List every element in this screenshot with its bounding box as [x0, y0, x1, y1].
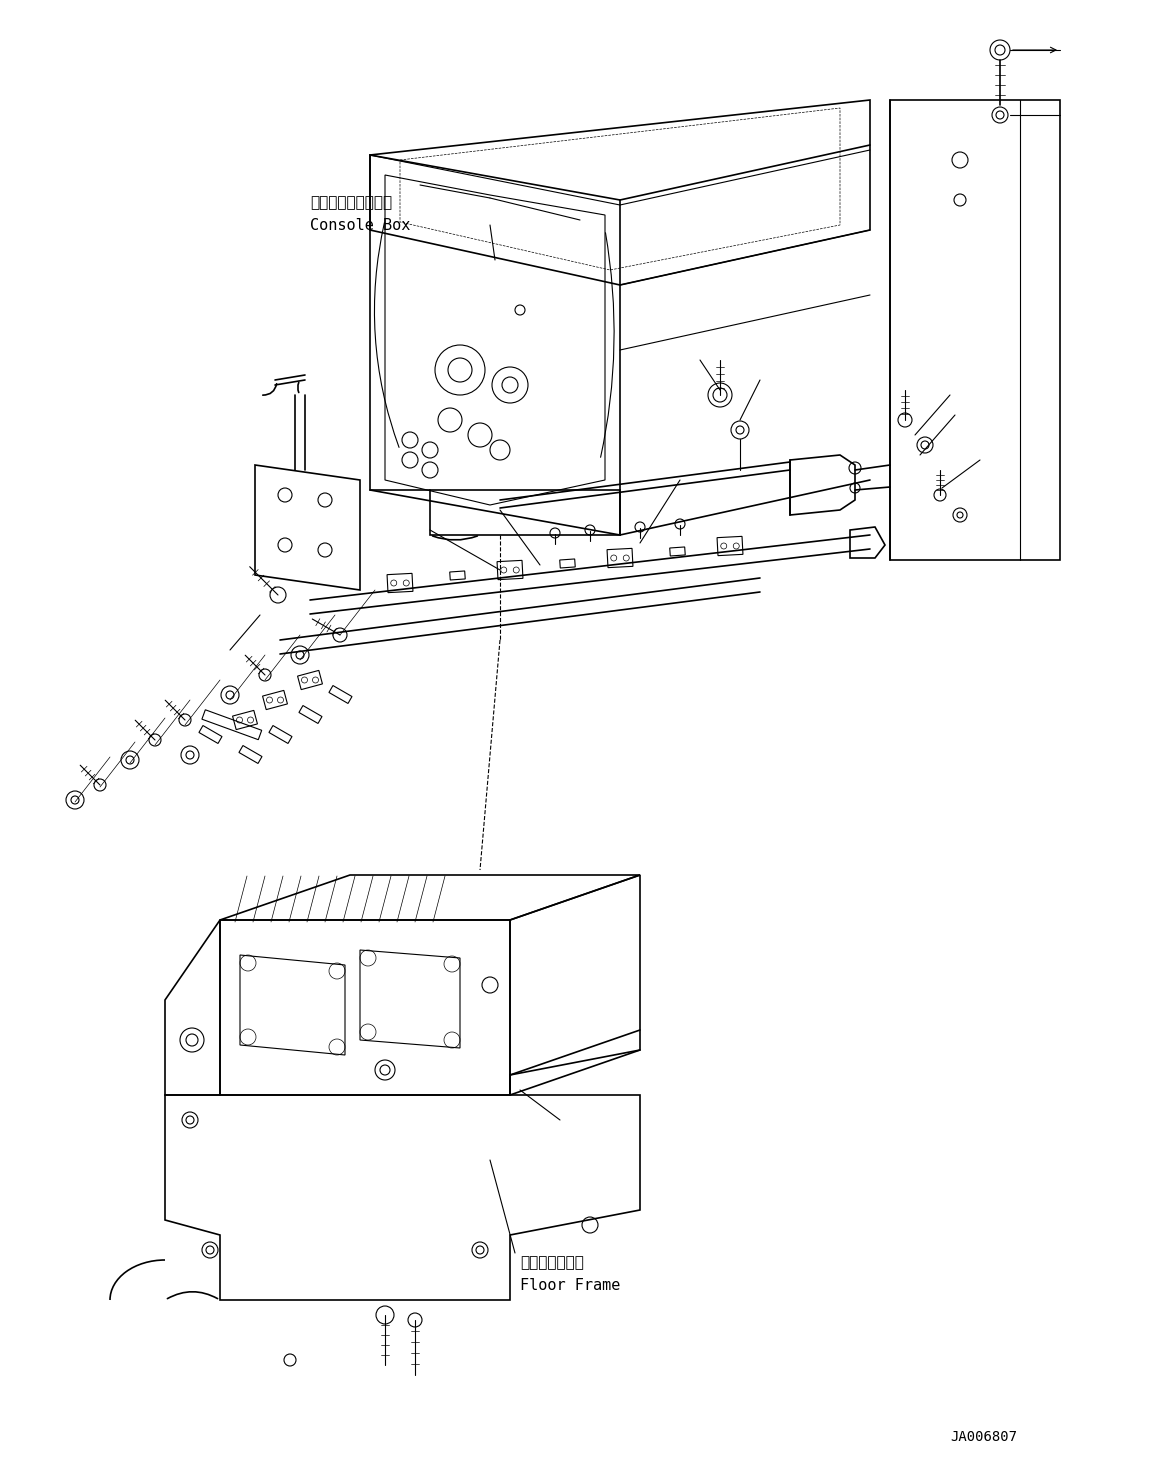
Text: JA006807: JA006807	[950, 1429, 1016, 1444]
Text: フロアフレーム: フロアフレーム	[520, 1256, 584, 1270]
Text: Console Box: Console Box	[311, 218, 411, 234]
Text: コンソールボックス: コンソールボックス	[311, 196, 392, 210]
Text: Floor Frame: Floor Frame	[520, 1278, 620, 1294]
